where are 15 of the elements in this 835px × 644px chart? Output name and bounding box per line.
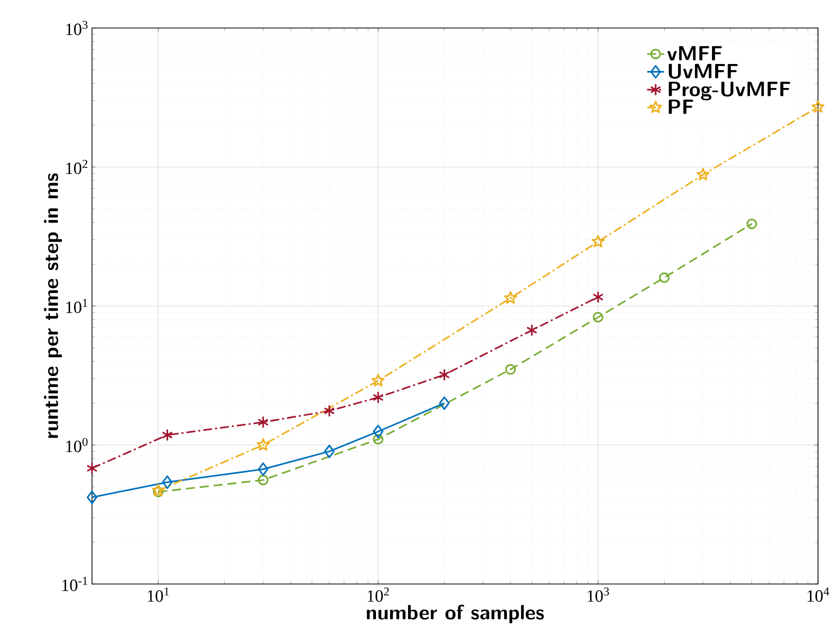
x-axis-title: number of samples	[366, 604, 544, 624]
legend-label: vMFF	[667, 46, 722, 60]
legend-label: PF	[668, 100, 694, 114]
y-tick-label: 10$^{-1}$	[62, 576, 88, 592]
x-tick-label: 10$^{3}$	[588, 588, 609, 602]
y-tick-label: 10$^{2}$	[66, 160, 88, 174]
legend-label: UvMFF	[668, 64, 738, 79]
y-axis-title: runtime per time step in ms	[44, 173, 62, 438]
x-tick-label: 10$^{2}$	[368, 588, 389, 602]
y-tick-label: 10$^{1}$	[66, 298, 88, 314]
x-tick-label: 10$^{4}$	[808, 588, 830, 602]
legend-label: Prog-UvMFF	[668, 82, 790, 100]
x-tick-label: 10$^{1}$	[148, 588, 169, 602]
y-tick-label: 10$^{0}$	[66, 438, 88, 452]
y-tick-label: 10$^{3}$	[66, 20, 88, 36]
